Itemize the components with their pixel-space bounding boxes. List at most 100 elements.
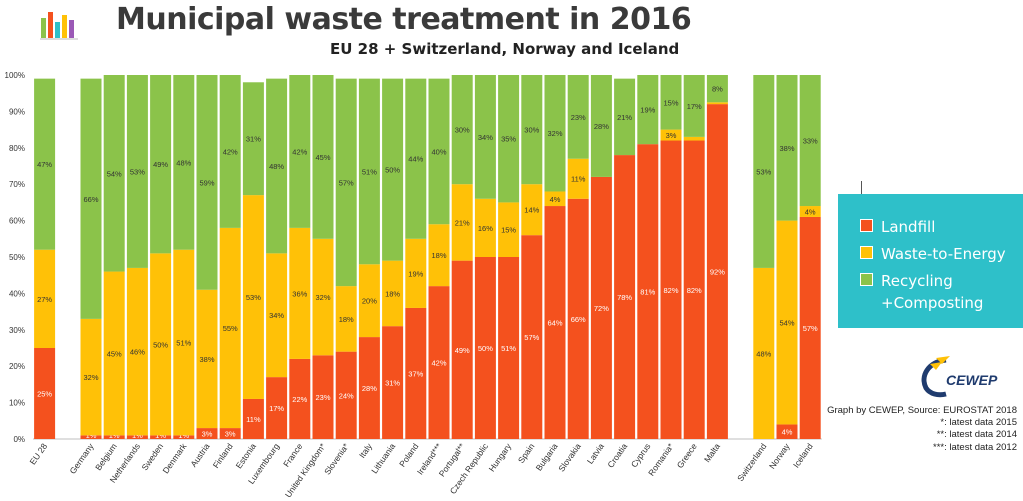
landfill-segment [405,307,427,439]
data-label: 51% [501,344,516,353]
data-label: 53% [130,167,145,176]
wte-segment [358,264,380,338]
recycling-segment [382,78,404,261]
data-label: 72% [594,304,609,313]
wte-segment [799,206,821,217]
data-label: 64% [547,319,562,328]
data-label: 4% [550,195,561,204]
data-label: 3% [666,131,677,140]
wte-segment [196,289,218,429]
data-label: 33% [803,137,818,146]
wte-segment [521,184,543,236]
y-tick-label: 80% [9,144,25,153]
recycling-segment [242,82,264,196]
source-note: **: latest data 2014 [936,429,1017,441]
data-label: 19% [408,269,423,278]
wte-segment [428,224,450,287]
landfill-segment [358,337,380,439]
data-label: 15% [501,226,516,235]
data-label: 57% [339,178,354,187]
landfill-segment [242,398,264,439]
wte-segment [289,227,311,359]
wte-segment [382,260,404,327]
landfill-segment [382,326,404,439]
cewep-logo-icon [921,356,950,398]
wte-segment [474,198,496,257]
x-tick-label: Cyprus [629,441,653,469]
x-tick-label: Latvia [585,441,606,466]
legend-label: Recycling [881,272,953,290]
landfill-segment [451,260,473,439]
recycling-segment [498,75,520,203]
landfill-segment [544,206,566,439]
landfill-segment [660,140,682,439]
wte-segment [753,267,775,439]
data-label: 4% [782,428,793,437]
x-tick-label: Hungary [487,441,514,474]
x-tick-label: Malta [702,441,722,464]
recycling-segment [614,78,636,156]
y-tick-label: 50% [9,253,25,262]
data-label: 28% [594,122,609,131]
recycling-segment [544,75,566,192]
wte-swatch-icon [860,246,873,259]
landfill-segment [474,257,496,439]
landfill-segment [173,435,195,439]
x-tick-label: Slovenia* [322,441,351,477]
landfill-segment [567,198,589,439]
data-label: 4% [805,208,816,217]
source-credit: Graph by CEWEP, Source: EUROSTAT 2018 [827,405,1017,416]
data-label: 50% [385,166,400,175]
recycling-segment [126,75,148,268]
landfill-segment [312,355,334,439]
x-tick-label: Finland [211,441,235,470]
data-label: 11% [246,415,261,424]
recycling-segment [103,75,125,272]
source-note: *: latest data 2015 [940,417,1017,429]
data-label: 51% [176,339,191,348]
data-label: 54% [107,169,122,178]
landfill-segment [266,377,288,439]
data-label: 16% [478,224,493,233]
recycling-segment [776,75,798,221]
x-tick-label: Norway [767,441,792,471]
wte-segment [312,238,334,356]
data-label: 1% [178,431,189,440]
data-label: 35% [501,135,516,144]
data-label: 49% [455,346,470,355]
wte-segment [776,220,798,425]
data-label: 3% [225,430,236,439]
recycling-segment [753,75,775,268]
legend-label-line2: +Composting [881,294,984,312]
data-label: 81% [640,288,655,297]
landfill-segment [103,435,125,439]
data-label: 25% [37,390,52,399]
recycling-segment [335,78,357,287]
legend: Landfill Waste-to-Energy Recycling +Comp… [838,194,1023,328]
y-tick-label: 20% [9,362,25,371]
recycling-segment [567,75,589,159]
landfill-segment [799,216,821,439]
data-label: 20% [362,297,377,306]
recycling-segment [173,75,195,250]
data-label: 42% [431,359,446,368]
recycling-segment [451,75,473,185]
data-label: 1% [86,431,97,440]
x-tick-label: Poland [397,441,421,469]
wte-segment [126,267,148,436]
recycling-swatch-icon [860,273,873,286]
recycling-segment [196,75,218,290]
data-label: 8% [712,85,723,94]
recycling-segment [474,75,496,199]
recycling-segment [34,78,56,250]
source-note: ***: latest data 2012 [933,441,1017,453]
recycling-segment [428,78,450,225]
landfill-segment [706,104,728,440]
landfill-segment [498,257,520,439]
x-tick-label: Iceland [791,441,815,469]
landfill-segment [637,144,659,439]
landfill-segment [776,424,798,439]
data-label: 53% [246,293,261,302]
data-label: 44% [408,155,423,164]
data-label: 53% [756,167,771,176]
